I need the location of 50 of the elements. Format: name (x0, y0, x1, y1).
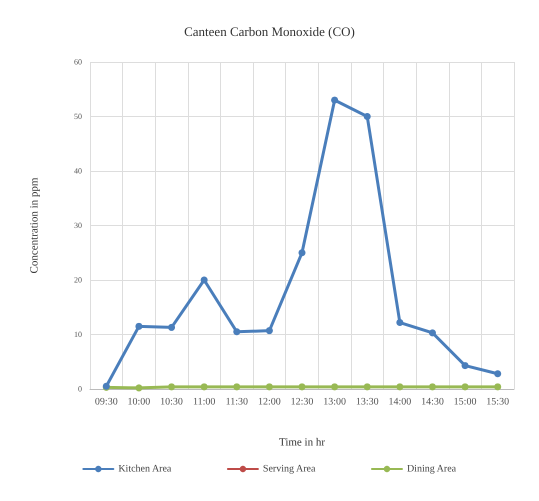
point (298, 383, 306, 390)
x-tick-label: 15:00 (454, 396, 476, 408)
point (494, 370, 502, 378)
x-tick-label: 13:30 (356, 396, 379, 408)
x-tick-label: 12:00 (258, 396, 281, 408)
x-tick-label: 15:30 (486, 396, 510, 408)
point (428, 383, 436, 390)
point (462, 383, 469, 390)
point (200, 276, 208, 284)
x-tick-label: 11:30 (226, 396, 248, 408)
y-tick-label: 60 (74, 58, 82, 66)
point (168, 324, 176, 331)
x-tick-label: 11:00 (192, 396, 216, 408)
point (462, 362, 469, 370)
point (168, 383, 176, 390)
chart-title: Canteen Carbon Monoxide (CO) (184, 24, 355, 39)
point (428, 329, 436, 336)
point (233, 328, 240, 336)
point (233, 383, 240, 390)
x-tick-label: 14:00 (388, 396, 412, 408)
point (200, 383, 208, 390)
x-tick-label: 10:30 (160, 396, 183, 408)
point (331, 96, 338, 104)
point (135, 322, 142, 330)
point (266, 327, 273, 334)
point (364, 113, 371, 120)
x-tick-label: 12:30 (290, 396, 314, 408)
legend-label: Kitchen Area (118, 464, 172, 474)
point (396, 383, 404, 390)
x-tick-label: 13:00 (323, 396, 346, 408)
point (298, 249, 306, 256)
x-axis-title: Time in hr (278, 436, 326, 448)
y-axis-title: Concentration in ppm (28, 177, 40, 274)
x-tick-label: 14:30 (421, 396, 444, 408)
y-tick-label: 10 (74, 330, 82, 339)
y-tick-label: 40 (74, 166, 82, 176)
point (494, 383, 502, 390)
point (396, 319, 404, 326)
point (135, 384, 142, 392)
point (331, 383, 338, 390)
x-tick-label: 10:00 (128, 396, 150, 408)
point (266, 383, 273, 390)
legend-label: Dining Area (406, 464, 457, 474)
legend-label: Serving Area (262, 464, 316, 474)
y-tick-label: 50 (74, 112, 82, 121)
y-tick-label: 30 (74, 221, 82, 230)
point (364, 383, 371, 390)
y-tick-label: 20 (74, 276, 82, 284)
y-tick-label: 0 (78, 384, 82, 394)
x-tick-label: 09:30 (94, 396, 118, 408)
